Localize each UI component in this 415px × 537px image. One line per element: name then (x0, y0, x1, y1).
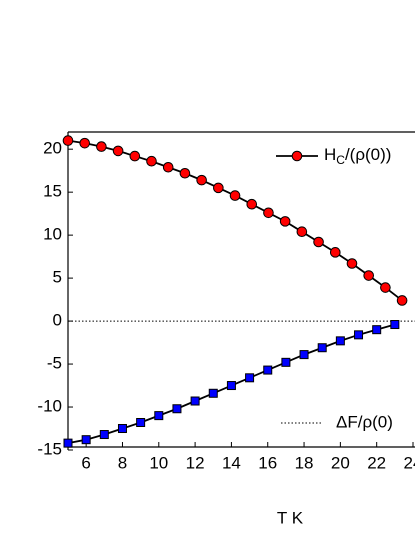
x-tick-label: 16 (258, 453, 277, 472)
y-tick-label: 5 (53, 268, 62, 287)
data-point (162, 161, 174, 173)
data-point (335, 336, 345, 346)
data-point (136, 417, 146, 427)
data-point (179, 167, 191, 179)
data-point (112, 145, 124, 157)
data-point (313, 236, 324, 248)
data-point (281, 357, 291, 367)
data-point (396, 295, 408, 306)
data-point (62, 135, 74, 146)
data-point (263, 365, 273, 375)
data-point (354, 330, 364, 340)
y-tick-label: -15 (37, 439, 62, 458)
legend-label: ΔF/ρ(0) (336, 412, 393, 431)
data-point (346, 258, 358, 269)
data-point (99, 430, 109, 440)
data-point (129, 150, 141, 162)
x-tick-label: 8 (118, 453, 127, 472)
data-point (299, 350, 309, 360)
y-tick-label: 0 (53, 311, 62, 330)
y-tick-label: 15 (43, 182, 62, 201)
data-point (372, 325, 382, 335)
data-point (279, 216, 291, 227)
x-tick-label: 12 (186, 453, 205, 472)
y-tick-label: -10 (37, 397, 62, 416)
data-point (245, 373, 255, 383)
legend-marker (291, 150, 303, 162)
data-point (63, 438, 73, 448)
x-tick-label: 22 (367, 453, 386, 472)
y-tick-label: -5 (47, 354, 62, 373)
data-point (172, 404, 182, 414)
data-point (229, 190, 241, 201)
data-point (154, 411, 164, 421)
data-point (196, 174, 207, 186)
data-point (208, 388, 218, 398)
x-tick-label: 6 (81, 453, 90, 472)
data-point (380, 282, 391, 293)
data-point (146, 155, 157, 167)
data-point (317, 343, 327, 353)
data-point (117, 424, 127, 434)
y-tick-label: 10 (43, 225, 62, 244)
data-point (213, 182, 224, 194)
data-point (226, 381, 236, 391)
data-point (81, 435, 91, 445)
data-point (263, 207, 274, 219)
data-point (79, 137, 91, 149)
data-point (329, 247, 341, 258)
x-tick-label: 18 (295, 453, 314, 472)
x-tick-label: 10 (149, 453, 168, 472)
x-axis-label: T K (277, 508, 304, 527)
x-tick-label: 14 (222, 453, 241, 472)
data-point (390, 320, 400, 330)
x-tick-label: 24 (404, 453, 415, 472)
data-point (96, 141, 107, 152)
data-point (190, 396, 200, 406)
data-point (296, 226, 308, 237)
legend-label: HC/(ρ(0)) (324, 145, 391, 167)
data-point (246, 198, 258, 210)
series-line (67, 139, 403, 302)
y-tick-label: 20 (43, 139, 62, 158)
data-point (363, 270, 374, 281)
x-tick-label: 20 (331, 453, 350, 472)
